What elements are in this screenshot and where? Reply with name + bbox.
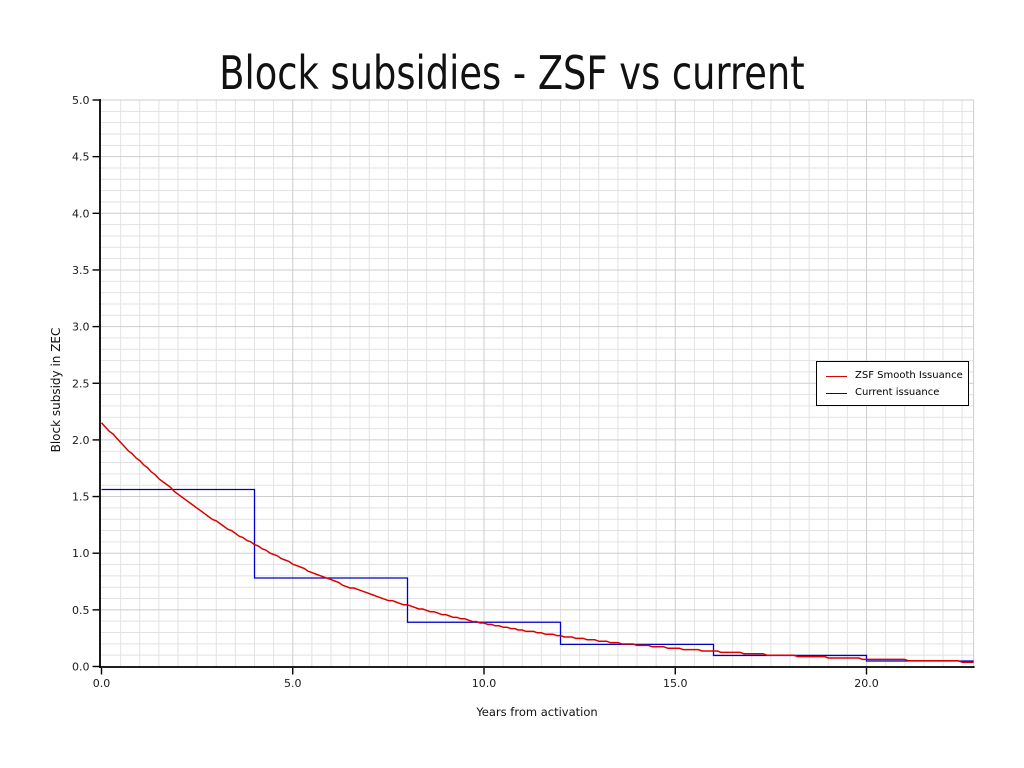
y-tick-label: 3.0 bbox=[72, 321, 90, 334]
legend-item-current: Current issuance bbox=[826, 387, 968, 399]
legend-line-red-icon bbox=[826, 375, 847, 377]
legend-item-zsf: ZSF Smooth Issuance bbox=[826, 370, 968, 382]
axis-ticks bbox=[92, 99, 868, 675]
axes-spines bbox=[99, 99, 975, 668]
series-zsf-smooth bbox=[100, 422, 974, 663]
y-axis-label: Block subsidy in ZEC bbox=[49, 327, 63, 453]
legend-line-blue-icon bbox=[826, 392, 847, 394]
y-tick-label: 0.5 bbox=[72, 604, 90, 617]
chart-title: Block subsidies - ZSF vs current bbox=[219, 46, 805, 100]
legend-label-zsf: ZSF Smooth Issuance bbox=[855, 370, 963, 381]
y-tick-label: 0.0 bbox=[72, 661, 90, 674]
y-tick-label: 1.5 bbox=[72, 491, 90, 504]
x-tick-label: 10.0 bbox=[472, 677, 497, 690]
y-tick-label: 1.0 bbox=[72, 547, 90, 560]
y-tick-label: 4.5 bbox=[72, 151, 90, 164]
series-current-issuance bbox=[101, 488, 974, 662]
data-series bbox=[100, 422, 974, 663]
x-tick-label: 0.0 bbox=[93, 677, 111, 690]
x-axis-label: Years from activation bbox=[476, 705, 598, 719]
x-tick-label: 20.0 bbox=[854, 677, 879, 690]
legend-label-current: Current issuance bbox=[855, 387, 940, 398]
y-tick-label: 4.0 bbox=[72, 207, 90, 220]
legend: ZSF Smooth Issuance Current issuance bbox=[816, 361, 969, 406]
y-tick-label: 3.5 bbox=[72, 264, 90, 277]
y-tick-label: 5.0 bbox=[72, 94, 90, 107]
y-tick-label: 2.0 bbox=[72, 434, 90, 447]
x-tick-label: 15.0 bbox=[663, 677, 688, 690]
y-tick-label: 2.5 bbox=[72, 377, 90, 390]
x-tick-label: 5.0 bbox=[284, 677, 302, 690]
tick-labels: 0.0 5.0 10.0 15.0 20.0 0.0 0.5 1.0 1.5 2.0 2.5 3.0 3… bbox=[72, 94, 879, 690]
